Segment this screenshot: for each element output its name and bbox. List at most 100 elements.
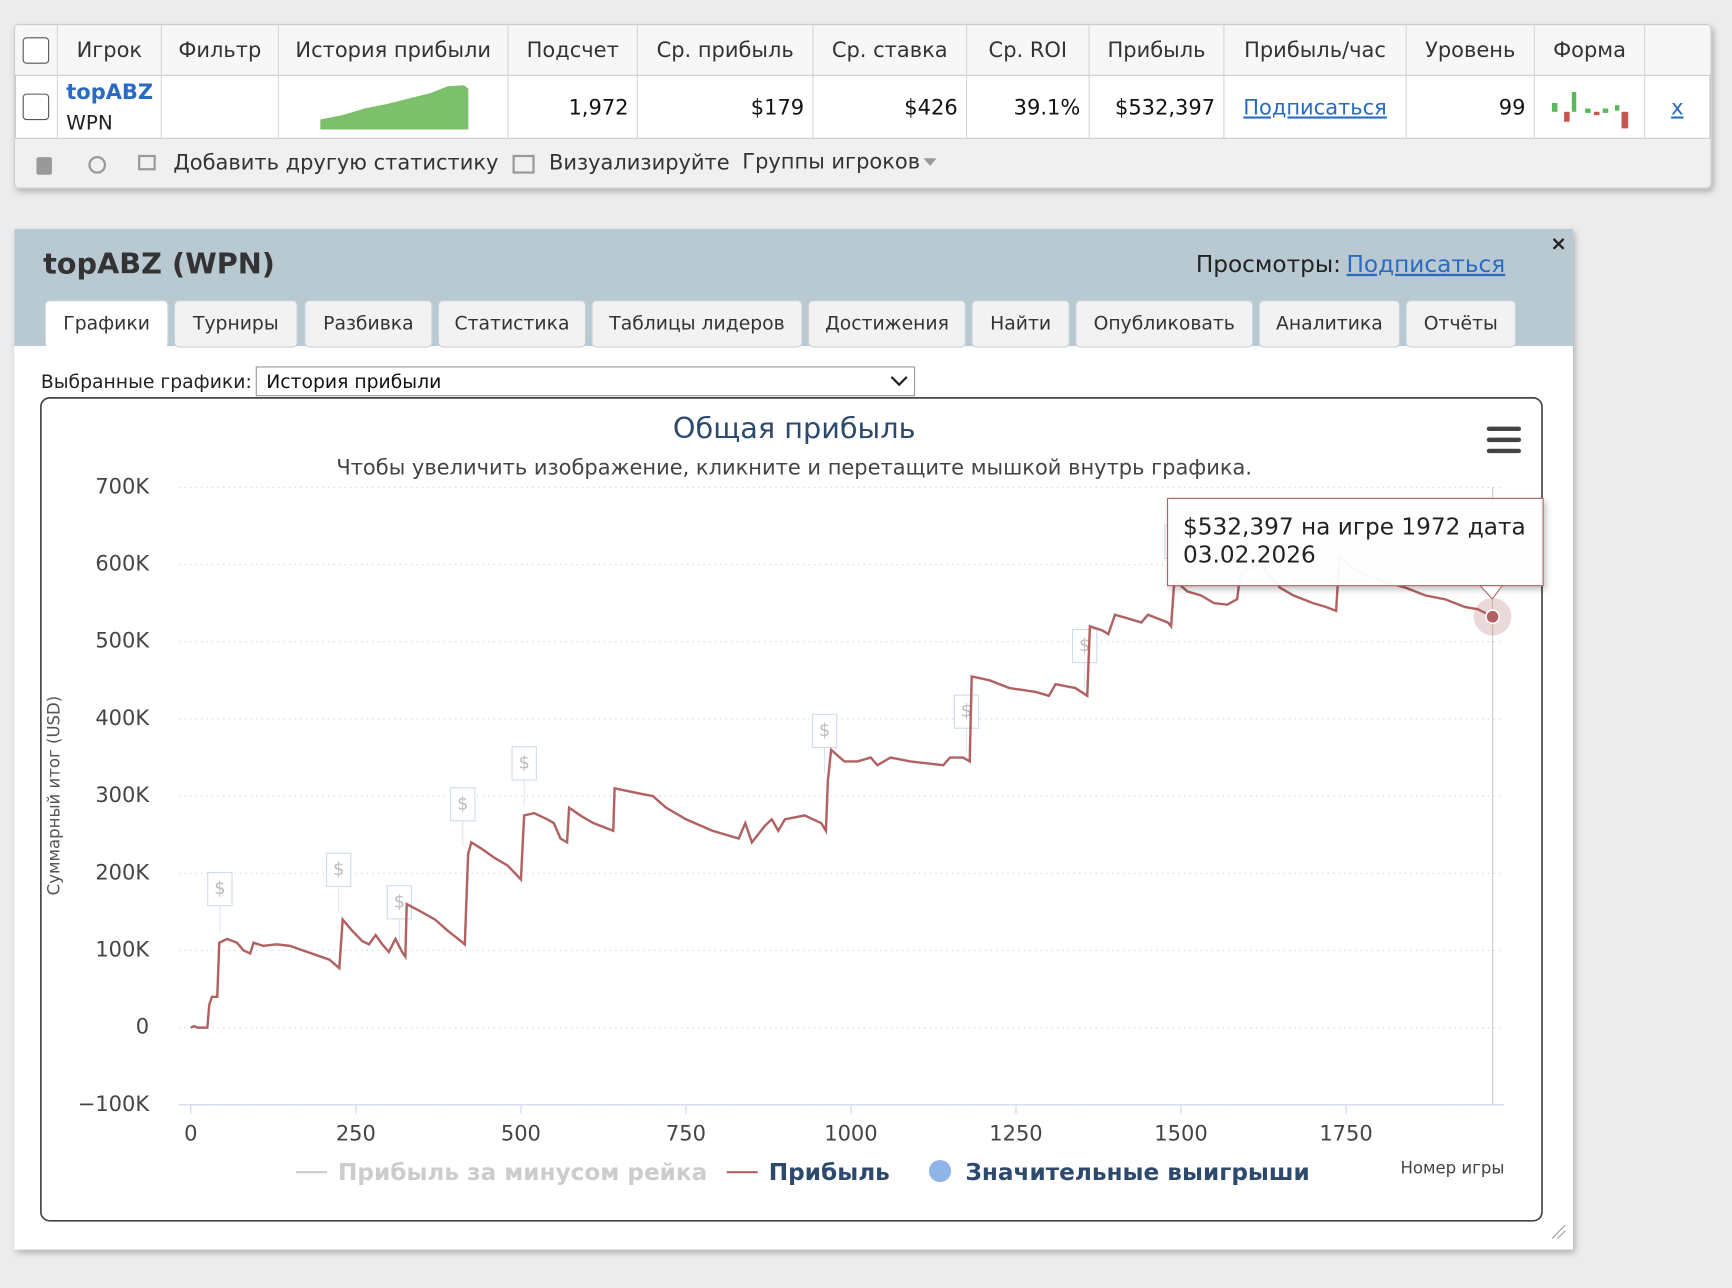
- profit-sparkline: [320, 85, 469, 130]
- add-icon[interactable]: [138, 154, 156, 171]
- flag-label: $: [333, 860, 344, 880]
- tab[interactable]: [437, 300, 586, 348]
- y-tick-label: 200K: [95, 860, 150, 884]
- tab-label[interactable]: Разбивка: [323, 313, 413, 334]
- checkbox[interactable]: [22, 93, 50, 121]
- column-header: Уровень: [1425, 38, 1515, 62]
- flag-label: $: [519, 753, 530, 773]
- toolbar-button[interactable]: Добавить другую статистику: [173, 151, 498, 175]
- y-tick-label: 400K: [95, 706, 150, 730]
- column-header: Игрок: [77, 38, 143, 62]
- flag: [953, 694, 980, 729]
- x-tick-label: 500: [501, 1122, 541, 1146]
- table-header: [15, 25, 1710, 76]
- y-tick-label: 300K: [95, 783, 150, 807]
- tab[interactable]: [1258, 300, 1401, 348]
- tab-label[interactable]: Статистика: [455, 313, 570, 334]
- toolbar-button[interactable]: Группы игроков: [742, 150, 920, 174]
- tab[interactable]: [591, 300, 803, 348]
- flag-label: $: [457, 794, 468, 814]
- column-header: Прибыль: [1108, 38, 1206, 62]
- chart-title: Общая прибыль: [673, 411, 916, 445]
- flag: [511, 746, 537, 781]
- column-header: Фильтр: [178, 38, 261, 62]
- y-tick-label: 600K: [95, 552, 150, 576]
- tab-label[interactable]: Турниры: [192, 313, 279, 334]
- tooltip-pointer: [1478, 585, 1504, 600]
- y-tick-label: 500K: [95, 629, 150, 653]
- tab[interactable]: [173, 300, 298, 348]
- cell-value: $426: [904, 95, 957, 119]
- legend-label[interactable]: Прибыль за минусом рейка: [338, 1159, 707, 1186]
- tab[interactable]: [971, 300, 1070, 348]
- refresh-icon[interactable]: [88, 155, 107, 174]
- tab-label[interactable]: Опубликовать: [1094, 313, 1235, 334]
- flag-label: $: [1079, 636, 1090, 656]
- visualize-icon[interactable]: [512, 154, 535, 174]
- flag-label: $: [214, 879, 225, 899]
- tooltip: [1167, 497, 1544, 587]
- flag-label: $: [819, 721, 830, 741]
- column-header: Прибыль/час: [1244, 38, 1386, 62]
- legend-label[interactable]: Значительные выигрыши: [965, 1159, 1309, 1186]
- chart-subtitle: Чтобы увеличить изображение, кликните и …: [336, 456, 1252, 480]
- y-axis-title: Суммарный итог (USD): [45, 696, 64, 896]
- tab-label[interactable]: Отчёты: [1424, 313, 1498, 334]
- tab-label[interactable]: Достижения: [825, 313, 949, 334]
- tab-label[interactable]: Найти: [990, 313, 1051, 334]
- views-label: Просмотры:: [1196, 251, 1341, 278]
- subscribe-link[interactable]: Подписаться: [1243, 95, 1387, 119]
- tooltip-text: 03.02.2026: [1183, 541, 1316, 568]
- x-tick-label: 1750: [1319, 1122, 1372, 1146]
- tab[interactable]: [1405, 300, 1517, 348]
- delete-icon[interactable]: [36, 157, 52, 175]
- x-tick-label: 0: [184, 1122, 197, 1146]
- tab-label[interactable]: Графики: [63, 313, 150, 334]
- flag-label: $: [394, 892, 405, 912]
- x-tick-label: 250: [336, 1122, 376, 1146]
- flag: [207, 872, 233, 907]
- column-header: История прибыли: [295, 38, 491, 62]
- column-header: Ср. ROI: [989, 38, 1068, 62]
- checkbox[interactable]: [22, 37, 50, 64]
- x-tick-label: 1250: [989, 1122, 1042, 1146]
- flag-label: $: [961, 702, 972, 722]
- cell-value: $532,397: [1115, 95, 1215, 119]
- tooltip-text: $532,397 на игре 1972 дата: [1183, 514, 1526, 541]
- profit-line: [190, 554, 1494, 1029]
- form-sparkline-neg: [1564, 111, 1629, 129]
- tab[interactable]: [304, 300, 433, 348]
- y-tick-label: 100K: [95, 937, 150, 961]
- cell-value: 99: [1499, 95, 1526, 119]
- tab[interactable]: [808, 300, 966, 348]
- remove-link[interactable]: x: [1671, 95, 1683, 119]
- tab[interactable]: [1075, 300, 1254, 348]
- legend-symbol[interactable]: [928, 1160, 952, 1183]
- legend-label[interactable]: Прибыль: [769, 1159, 890, 1186]
- select-value[interactable]: История прибыли: [266, 372, 441, 393]
- close-button[interactable]: ×: [1550, 232, 1567, 255]
- flag: [1071, 628, 1098, 664]
- column-header: Ср. прибыль: [657, 38, 794, 62]
- y-tick-label: 0: [136, 1015, 149, 1039]
- column-header: Ср. ставка: [832, 38, 948, 62]
- chart-menu[interactable]: [1486, 426, 1522, 454]
- x-tick-label: 750: [666, 1122, 706, 1146]
- x-tick-label: 1500: [1154, 1122, 1207, 1146]
- y-tick-label: 700K: [95, 474, 150, 498]
- select[interactable]: [255, 366, 916, 397]
- views-link[interactable]: Подписаться: [1346, 251, 1505, 278]
- tab-label[interactable]: Аналитика: [1276, 313, 1383, 334]
- player-link[interactable]: topABZ: [66, 80, 153, 104]
- resize-handle[interactable]: [1551, 1224, 1566, 1239]
- column-header: Форма: [1553, 38, 1626, 62]
- hover-point: [1485, 609, 1501, 625]
- tab-label[interactable]: Таблицы лидеров: [608, 313, 784, 334]
- dropdown-arrow[interactable]: [923, 158, 937, 166]
- player-network: WPN: [66, 111, 113, 134]
- toolbar-button[interactable]: Визуализируйте: [549, 151, 730, 175]
- cell-value: 1,972: [568, 95, 628, 119]
- flag: [450, 787, 476, 822]
